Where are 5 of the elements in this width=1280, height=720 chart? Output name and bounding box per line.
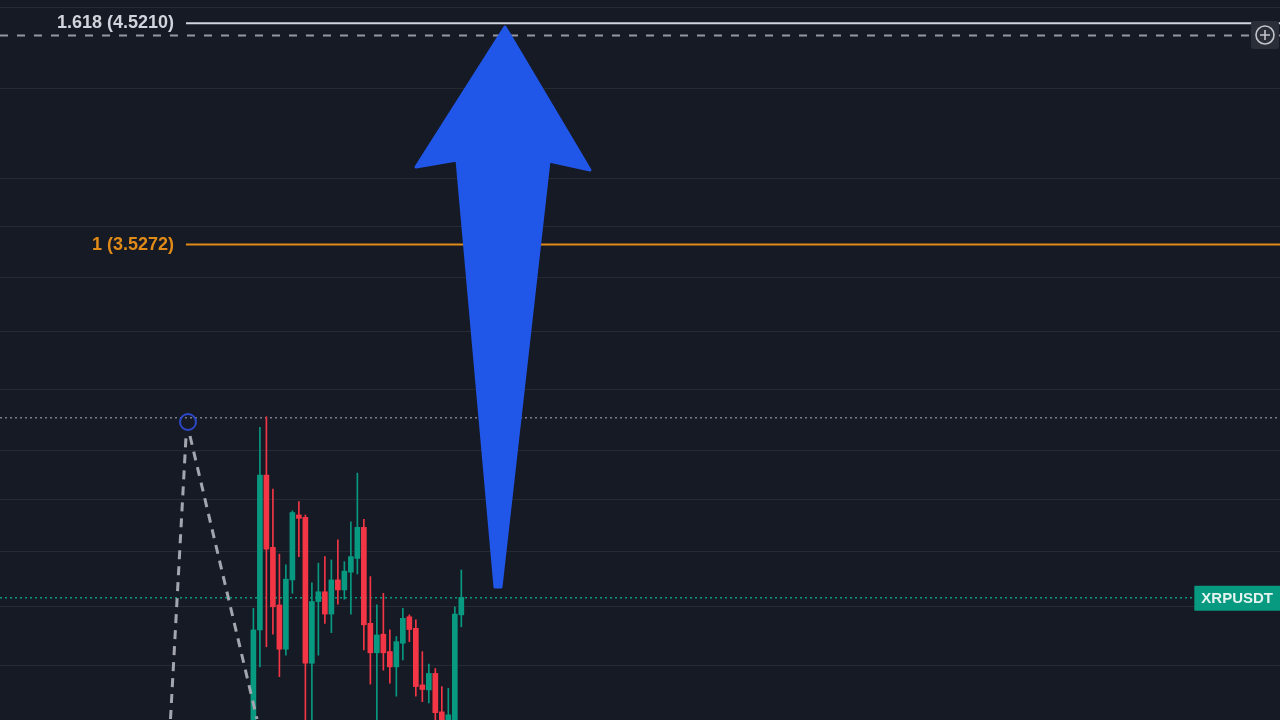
candlestick <box>374 604 380 720</box>
ref-line-label: 1 (3.5272) <box>91 233 174 254</box>
ref-line-label: XRPUSDT <box>1201 588 1274 606</box>
ref-line-label: 1.618 (4.5210) <box>56 12 174 33</box>
candlestick <box>335 539 341 605</box>
